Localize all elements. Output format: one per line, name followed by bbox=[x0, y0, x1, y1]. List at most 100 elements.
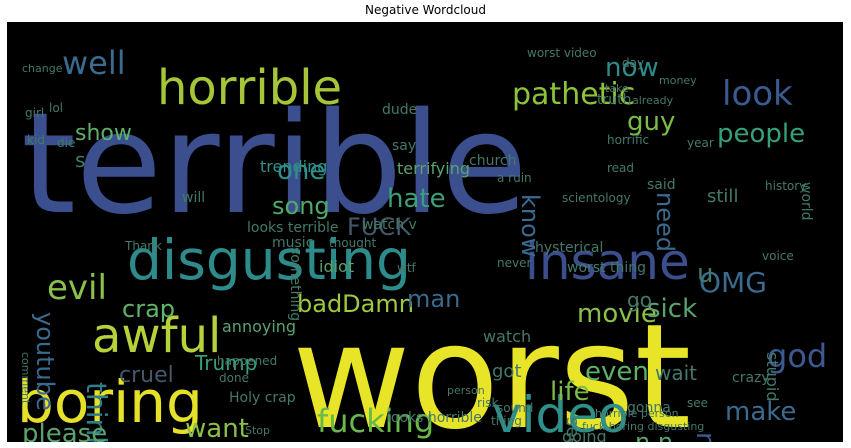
word-kid: kid bbox=[27, 133, 45, 147]
word-wtf: wtf bbox=[397, 261, 417, 275]
word-man: man bbox=[407, 285, 460, 313]
word-even: even bbox=[585, 357, 649, 387]
word-hate: hate bbox=[387, 184, 446, 214]
word-look: look bbox=[722, 74, 793, 114]
word-nasty: nasty bbox=[690, 432, 720, 442]
word-think: think bbox=[80, 382, 113, 442]
word-going: going bbox=[562, 427, 607, 442]
wordcloud-canvas: terrible worst horrible disgusting insane bor… bbox=[7, 22, 843, 442]
word-fuck: FUCK bbox=[347, 213, 412, 241]
word-watch-v: watch v bbox=[362, 217, 417, 233]
word-disgusting: disgusting bbox=[127, 228, 411, 292]
word-will: will bbox=[182, 190, 205, 206]
word-scientology: scientology bbox=[562, 191, 631, 205]
word-got: got bbox=[492, 361, 522, 382]
word-looks-terrible: looks terrible bbox=[247, 220, 339, 236]
word-day: day bbox=[622, 56, 644, 70]
word-history: history bbox=[765, 179, 806, 193]
word-god: god bbox=[767, 337, 827, 375]
word-die: die bbox=[57, 136, 75, 150]
word-movie: movie bbox=[577, 299, 657, 329]
word-still: still bbox=[707, 186, 738, 207]
word-one: one bbox=[277, 156, 325, 186]
word-sound: sound bbox=[497, 401, 533, 415]
word-stop: Stop bbox=[245, 424, 270, 437]
word-omg: OMG bbox=[699, 266, 767, 299]
word-terrifying: terrifying bbox=[397, 159, 470, 178]
word-looks-horrible: looks horrible bbox=[387, 410, 482, 426]
word-comment: comment bbox=[19, 352, 32, 405]
word-something: something bbox=[287, 247, 303, 321]
word-annoying: annoying bbox=[222, 317, 296, 336]
chart-title: Negative Wordcloud bbox=[364, 3, 486, 17]
word-want: want bbox=[185, 414, 249, 442]
word-happened: happened bbox=[217, 354, 277, 368]
word-a-ruin: a ruin bbox=[497, 171, 532, 185]
word-truth: truth bbox=[597, 92, 631, 108]
word-horrific: horrific bbox=[607, 133, 649, 147]
word-worst: worst bbox=[292, 293, 691, 442]
word-s: s bbox=[75, 148, 85, 172]
word-dude: dude bbox=[382, 102, 417, 118]
word-stupid: stupid bbox=[763, 352, 782, 402]
word-insane: insane bbox=[525, 233, 690, 291]
word-watch: watch bbox=[483, 327, 531, 346]
word-crazy: crazy bbox=[732, 370, 770, 386]
word-see: see bbox=[687, 396, 708, 410]
word-hysterical: hysterical bbox=[535, 240, 603, 256]
word-thought: thought bbox=[329, 236, 376, 250]
word-awful: awful bbox=[92, 308, 221, 364]
word-show: show bbox=[75, 121, 132, 146]
word-church: church bbox=[469, 153, 516, 169]
word-worst-thing: worst thing bbox=[567, 260, 646, 276]
word-gonna: gonna bbox=[627, 400, 671, 416]
word-never: never bbox=[497, 256, 531, 270]
word-youtube: youtube bbox=[31, 312, 59, 411]
word-read: read bbox=[607, 161, 634, 175]
word-horrible-person: horrible person bbox=[595, 407, 679, 420]
word-trump: Trump bbox=[194, 351, 257, 375]
word-seen: seen bbox=[562, 417, 583, 442]
word-girl: girl bbox=[25, 106, 44, 120]
word-thing: thing bbox=[491, 414, 522, 428]
word-terrible: terrible bbox=[21, 83, 527, 246]
word-evil: evil bbox=[47, 268, 107, 308]
word-know: know bbox=[516, 194, 544, 257]
word-world: world bbox=[798, 182, 814, 221]
word-fuck-boring-disgusting: fuck boring disgusting bbox=[582, 420, 704, 433]
word-fucking: fucking bbox=[317, 402, 434, 440]
word-video: video bbox=[492, 386, 629, 442]
word-please: please bbox=[22, 419, 107, 442]
word-voice: voice bbox=[762, 249, 794, 263]
word-go: go bbox=[627, 288, 652, 312]
word-idiot: idiot bbox=[319, 257, 354, 276]
word-n-n: n n bbox=[635, 428, 673, 442]
word-cruel: cruel bbox=[119, 363, 174, 388]
word-person: person bbox=[447, 384, 485, 397]
word-song: song bbox=[272, 192, 330, 220]
word-said: said bbox=[647, 177, 676, 193]
word-say: say bbox=[392, 138, 416, 154]
word-holy-crap: Holy crap bbox=[229, 390, 296, 406]
word-life: life bbox=[550, 377, 590, 407]
word-already: already bbox=[632, 94, 674, 107]
word-lol: lol bbox=[49, 101, 63, 115]
word-guy: guy bbox=[627, 107, 675, 137]
word-people: people bbox=[717, 119, 805, 149]
word-well: well bbox=[62, 44, 126, 82]
word-need: need bbox=[651, 192, 679, 252]
word-done: done bbox=[219, 371, 249, 385]
word-wait: wait bbox=[655, 361, 697, 385]
word-change: change bbox=[22, 62, 63, 75]
word-horrible: horrible bbox=[157, 60, 342, 116]
word-crap: crap bbox=[122, 295, 175, 323]
word-trending: trending bbox=[260, 157, 327, 176]
word-u: u bbox=[697, 259, 713, 289]
word-sick: sick bbox=[647, 294, 697, 324]
word-pathetic: pathetic bbox=[512, 77, 635, 112]
word-boring: boring bbox=[17, 368, 203, 436]
word-money: money bbox=[659, 74, 697, 87]
word-year: year bbox=[687, 136, 714, 150]
word-risk: risk bbox=[477, 396, 499, 410]
word-thank: Thank bbox=[124, 239, 162, 253]
